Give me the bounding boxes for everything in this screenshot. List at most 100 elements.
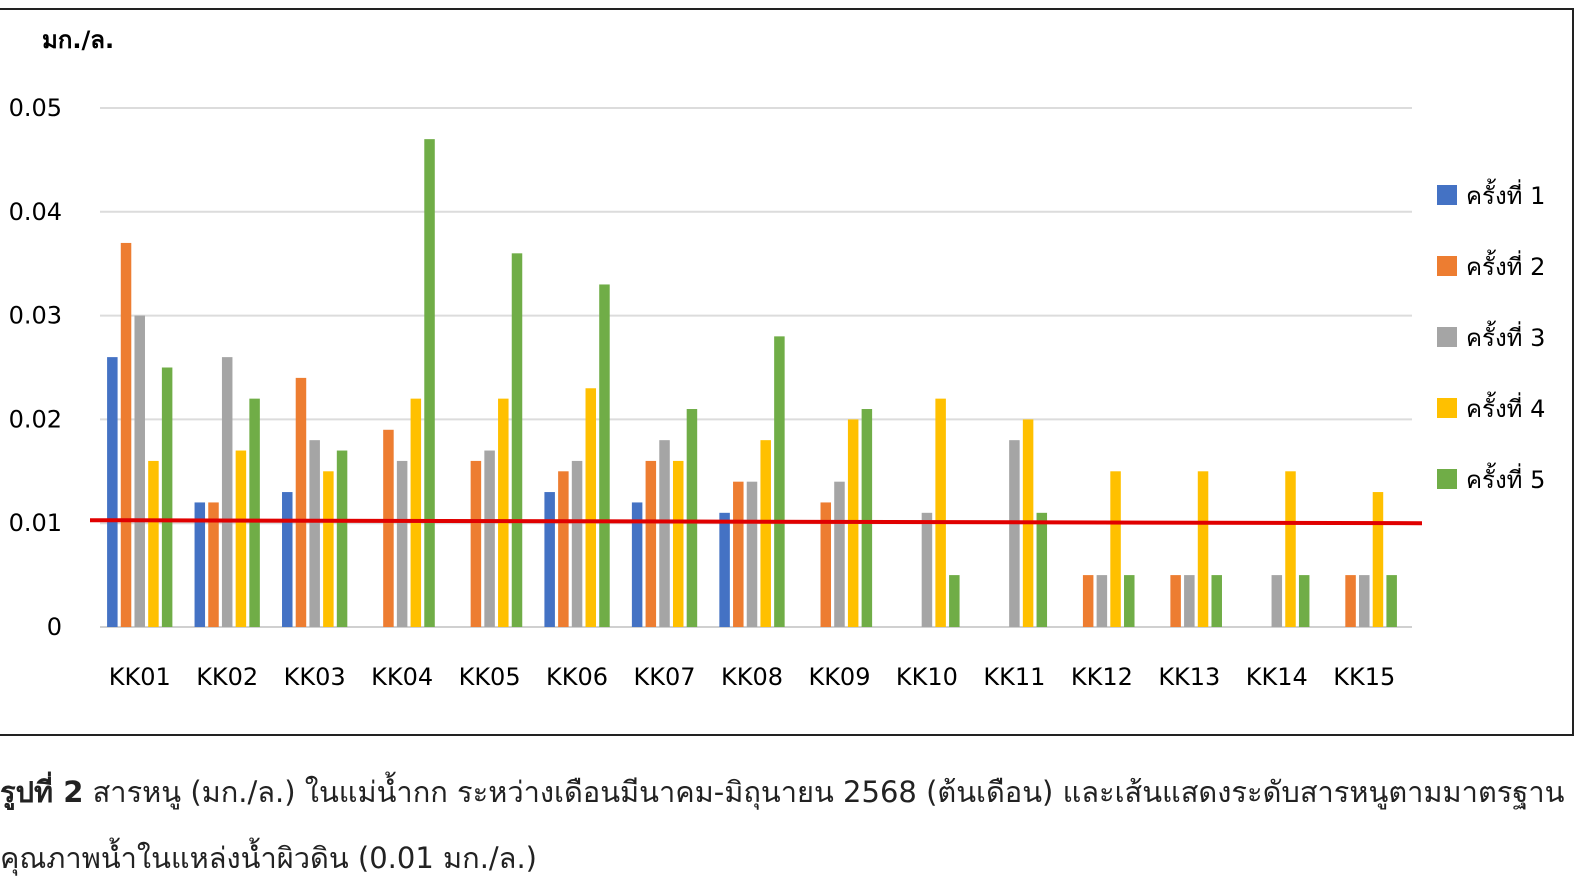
x-category-label: KK06 <box>546 663 608 691</box>
caption-text-1: สารหนู (มก./ล.) ในแม่น้ำกก ระหว่างเดือนม… <box>92 775 1565 809</box>
x-category-label: KK04 <box>371 663 433 691</box>
bar-KK08-series-3 <box>746 481 758 627</box>
legend-label: ครั้งที่ 2 <box>1466 249 1545 281</box>
bar-KK02-series-4 <box>235 450 247 627</box>
y-tick-labels: 0 0.01 0.02 0.03 0.04 0.05 <box>9 94 62 641</box>
legend: ครั้งที่ 1 ครั้งที่ 2 ครั้งที่ 3 ครั้งที่ 4… <box>1437 178 1545 494</box>
x-category-label: KK14 <box>1246 663 1308 691</box>
arsenic-bar-chart: มก./ล. 00.010.020.030.040.05 KK01 KK02 KK0… <box>9 26 1546 691</box>
legend-swatch <box>1437 398 1457 418</box>
x-category-label: KK02 <box>196 663 258 691</box>
legend-label: ครั้งที่ 1 <box>1466 178 1545 210</box>
bar-KK07-series-5 <box>686 409 698 627</box>
bar-KK12-series-2 <box>1082 575 1094 627</box>
bar-KK13-series-2 <box>1170 575 1181 627</box>
legend-swatch <box>1437 469 1457 489</box>
chart-frame: มก./ล. 0 0.01 0.02 0.03 0.04 0.05 KK01 KK02 KK0… <box>0 8 1574 736</box>
x-category-label: KK10 <box>896 663 958 691</box>
bar-KK10-series-5 <box>949 575 960 627</box>
bar-KK12-series-5 <box>1124 575 1135 627</box>
bar-KK03-series-3 <box>309 440 320 627</box>
bar-KK15-series-3 <box>1359 575 1370 627</box>
bar-KK04-series-2 <box>383 429 394 627</box>
x-category-label: KK08 <box>721 663 783 691</box>
bar-KK07-series-3 <box>659 440 670 627</box>
bar-KK13-series-5 <box>1211 575 1222 627</box>
figure-caption-line-1: รูปที่ 2 สารหนู (มก./ล.) ในแม่น้ำกก ระหว… <box>0 772 1564 812</box>
x-category-label: KK09 <box>808 663 870 691</box>
bar-KK13-series-4 <box>1197 471 1209 627</box>
bar-KK07-series-1 <box>631 502 643 627</box>
figure-label: รูปที่ 2 <box>0 775 84 809</box>
bar-KK12-series-3 <box>1096 575 1108 627</box>
bar-KK03-series-2 <box>295 377 307 627</box>
standard-line-group <box>89 518 1423 526</box>
bar-KK02-series-5 <box>249 398 260 627</box>
bar-KK10-series-4 <box>935 398 946 627</box>
bar-KK02-series-1 <box>194 502 206 627</box>
bar-KK03-series-1 <box>282 492 293 627</box>
bar-KK15-series-5 <box>1386 575 1397 627</box>
y-tick-label: 0.05 <box>9 94 62 122</box>
x-category-label: KK13 <box>1158 663 1220 691</box>
bar-KK08-series-1 <box>719 512 730 627</box>
bar-KK03-series-4 <box>323 471 334 627</box>
bar-KK08-series-4 <box>760 440 771 627</box>
legend-swatch <box>1437 327 1457 347</box>
bar-KK06-series-5 <box>599 284 610 627</box>
y-unit-label: มก./ล. <box>42 26 114 54</box>
legend-label: ครั้งที่ 5 <box>1466 462 1545 494</box>
bar-KK06-series-4 <box>585 388 597 627</box>
bar-KK06-series-3 <box>571 460 583 627</box>
caption-text-2: คุณภาพน้ำในแหล่งน้ำผิวดิน (0.01 มก./ล.) <box>0 841 537 875</box>
legend-label: ครั้งที่ 3 <box>1466 320 1545 352</box>
bar-KK11-series-3 <box>1009 440 1020 627</box>
y-tick-label: 0.02 <box>9 405 62 433</box>
bar-KK04-series-3 <box>396 460 408 627</box>
bar-KK09-series-3 <box>834 481 845 627</box>
bar-KK07-series-4 <box>672 460 684 627</box>
bar-KK05-series-4 <box>498 398 509 627</box>
standard-limit-line <box>89 518 1423 526</box>
bar-KK05-series-5 <box>511 253 523 627</box>
bar-KK14-series-5 <box>1298 575 1310 627</box>
x-category-labels: KK01 KK02 KK03 KK04 KK05 KK06 KK07 KK08 KK09 KK10… <box>109 663 1396 691</box>
y-tick-label: 0.04 <box>9 198 62 226</box>
bar-KK15-series-2 <box>1345 575 1356 627</box>
bars <box>107 139 1397 627</box>
bar-KK14-series-3 <box>1271 575 1283 627</box>
x-category-label: KK01 <box>109 663 171 691</box>
legend-label: ครั้งที่ 4 <box>1466 391 1545 423</box>
bar-KK03-series-5 <box>336 450 348 627</box>
bar-KK11-series-5 <box>1036 512 1048 627</box>
bar-KK02-series-3 <box>221 357 233 627</box>
figure-caption-line-2: คุณภาพน้ำในแหล่งน้ำผิวดิน (0.01 มก./ล.) <box>0 838 537 878</box>
bar-KK01-series-3 <box>134 315 145 627</box>
x-category-label: KK03 <box>284 663 346 691</box>
x-category-label: KK11 <box>983 663 1045 691</box>
bar-KK01-series-5 <box>161 367 173 627</box>
bar-KK06-series-2 <box>558 471 569 627</box>
bar-KK14-series-4 <box>1285 471 1296 627</box>
legend-swatch <box>1437 256 1457 276</box>
bar-KK04-series-4 <box>410 398 422 627</box>
bar-KK01-series-4 <box>148 460 159 627</box>
bar-KK07-series-2 <box>645 460 657 627</box>
bar-KK09-series-5 <box>861 409 873 627</box>
bar-KK05-series-2 <box>470 460 482 627</box>
x-category-label: KK05 <box>459 663 521 691</box>
bar-KK01-series-2 <box>120 242 132 627</box>
y-tick-label: 0.01 <box>9 509 62 537</box>
bar-KK08-series-2 <box>733 481 744 627</box>
bar-KK01-series-1 <box>107 357 118 627</box>
bar-KK09-series-2 <box>820 502 832 627</box>
bar-KK08-series-5 <box>774 336 785 627</box>
x-category-label: KK15 <box>1333 663 1395 691</box>
y-tick-label: 0 <box>47 613 62 641</box>
x-category-label: KK07 <box>634 663 696 691</box>
bar-KK04-series-5 <box>424 139 435 627</box>
bar-KK10-series-3 <box>921 512 933 627</box>
bar-KK15-series-4 <box>1372 492 1384 627</box>
legend-swatch <box>1437 185 1457 205</box>
y-tick-label: 0.03 <box>9 302 62 330</box>
